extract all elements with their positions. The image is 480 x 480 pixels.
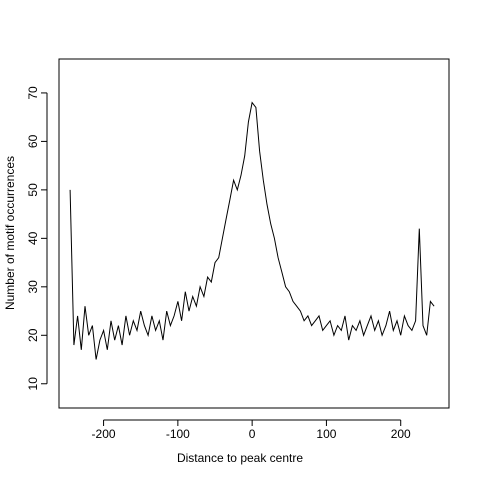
x-axis-label: Distance to peak centre: [176, 451, 304, 465]
x-tick-label: -200: [92, 427, 116, 441]
y-axis: 10 20 30 40 50 60 70: [26, 86, 48, 391]
y-tick-label: 20: [26, 328, 40, 342]
y-tick-label: 70: [26, 86, 40, 100]
y-tick-label: 40: [26, 231, 40, 245]
x-axis: -200 -100 0 100 200: [92, 419, 411, 441]
y-tick-label: 30: [26, 280, 40, 294]
x-tick-label: 200: [391, 427, 411, 441]
y-tick-label: 50: [26, 183, 40, 197]
y-tick-label: 10: [26, 377, 40, 391]
y-tick-label: 60: [26, 134, 40, 148]
plot-frame: [58, 58, 450, 409]
y-axis-label: Number of motif occurrences: [3, 155, 17, 311]
series-line: [69, 101, 435, 360]
x-tick-label: 100: [316, 427, 336, 441]
x-tick-label: 0: [249, 427, 256, 441]
x-tick-label: -100: [166, 427, 190, 441]
data-series: [69, 101, 435, 360]
